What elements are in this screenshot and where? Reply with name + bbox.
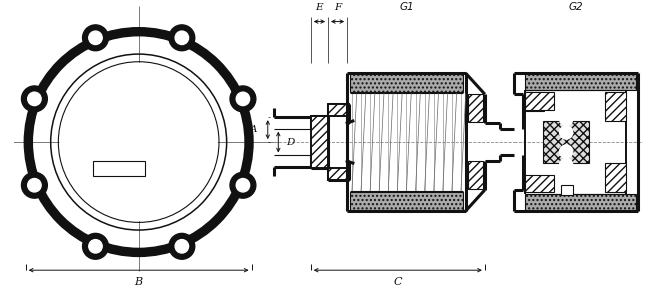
Circle shape	[28, 179, 41, 192]
Circle shape	[560, 145, 573, 158]
Bar	[543, 121, 589, 163]
Bar	[311, 116, 328, 168]
Circle shape	[237, 179, 250, 192]
Bar	[605, 92, 626, 121]
Bar	[525, 92, 554, 110]
Circle shape	[83, 233, 108, 259]
Circle shape	[560, 158, 573, 172]
Text: F: F	[334, 3, 341, 12]
Bar	[525, 92, 544, 111]
Circle shape	[89, 31, 102, 44]
Bar	[605, 163, 626, 192]
Circle shape	[26, 29, 252, 255]
Circle shape	[89, 240, 102, 253]
Bar	[93, 161, 145, 177]
Circle shape	[28, 92, 41, 106]
Bar	[328, 104, 349, 116]
Bar	[525, 74, 636, 90]
Circle shape	[560, 126, 573, 139]
Circle shape	[175, 31, 189, 44]
Text: D: D	[286, 137, 294, 147]
Text: E: E	[315, 3, 323, 12]
Circle shape	[175, 240, 189, 253]
Bar	[328, 168, 349, 180]
Text: G2: G2	[568, 2, 583, 12]
Bar	[525, 174, 554, 192]
Circle shape	[60, 64, 217, 220]
Circle shape	[169, 233, 194, 259]
Text: G1: G1	[399, 2, 414, 12]
Text: B: B	[135, 277, 143, 287]
Circle shape	[83, 25, 108, 51]
Bar	[561, 185, 573, 195]
Circle shape	[230, 86, 256, 112]
Bar	[350, 74, 463, 92]
Bar	[350, 192, 463, 210]
Bar	[468, 94, 483, 122]
Bar	[468, 161, 483, 189]
Circle shape	[22, 172, 47, 198]
Circle shape	[237, 92, 250, 106]
Circle shape	[169, 25, 194, 51]
Circle shape	[22, 86, 47, 112]
Circle shape	[560, 113, 573, 126]
Circle shape	[230, 172, 256, 198]
Text: C: C	[394, 277, 402, 287]
Text: A: A	[250, 125, 258, 134]
Bar	[525, 194, 636, 210]
